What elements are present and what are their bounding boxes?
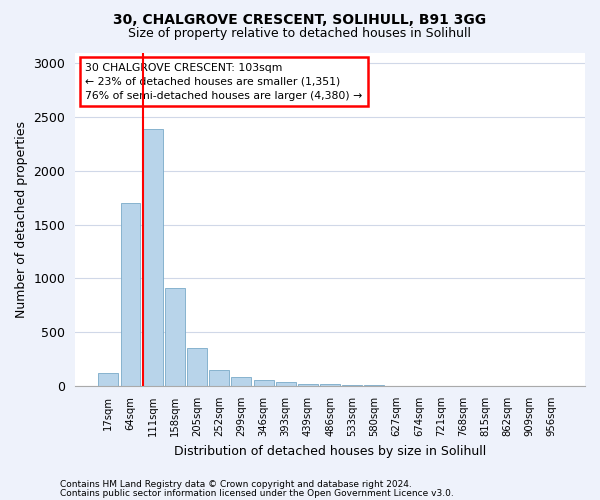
Bar xyxy=(121,203,140,386)
Y-axis label: Number of detached properties: Number of detached properties xyxy=(15,121,28,318)
Bar xyxy=(254,380,274,386)
Bar xyxy=(342,385,362,386)
Bar xyxy=(143,129,163,386)
Bar xyxy=(298,384,318,386)
Text: Size of property relative to detached houses in Solihull: Size of property relative to detached ho… xyxy=(128,28,472,40)
Text: Contains public sector information licensed under the Open Government Licence v3: Contains public sector information licen… xyxy=(60,488,454,498)
X-axis label: Distribution of detached houses by size in Solihull: Distribution of detached houses by size … xyxy=(174,444,486,458)
Bar xyxy=(320,384,340,386)
Bar xyxy=(187,348,207,386)
Text: 30, CHALGROVE CRESCENT, SOLIHULL, B91 3GG: 30, CHALGROVE CRESCENT, SOLIHULL, B91 3G… xyxy=(113,12,487,26)
Bar xyxy=(98,373,118,386)
Bar xyxy=(232,377,251,386)
Bar xyxy=(209,370,229,386)
Bar xyxy=(276,382,296,386)
Text: Contains HM Land Registry data © Crown copyright and database right 2024.: Contains HM Land Registry data © Crown c… xyxy=(60,480,412,489)
Bar xyxy=(364,385,385,386)
Text: 30 CHALGROVE CRESCENT: 103sqm
← 23% of detached houses are smaller (1,351)
76% o: 30 CHALGROVE CRESCENT: 103sqm ← 23% of d… xyxy=(85,62,362,100)
Bar xyxy=(165,288,185,386)
